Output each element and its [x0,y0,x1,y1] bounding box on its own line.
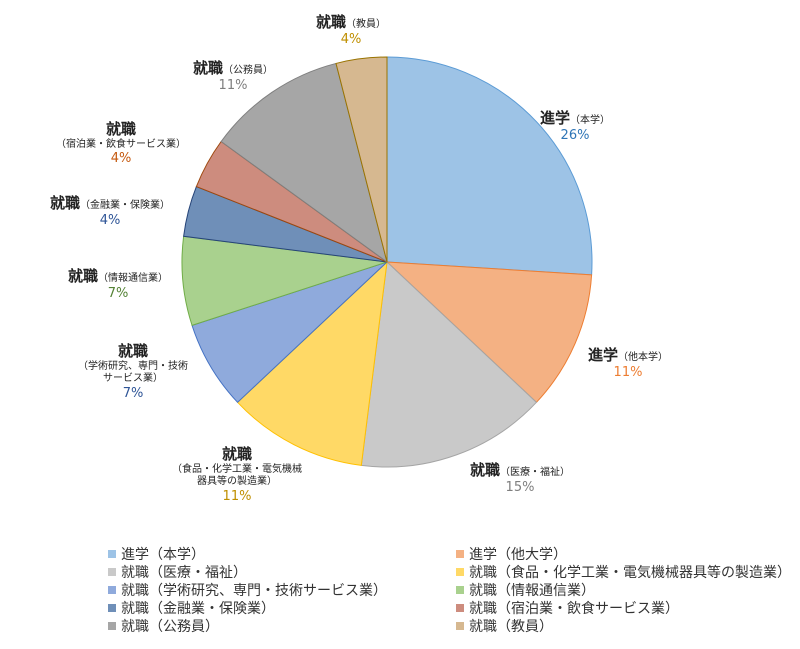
pie-slice-3 [236,260,388,466]
legend-swatch [108,586,116,594]
legend-item: 就職（公務員） [108,616,219,636]
pie-slice-2 [360,260,538,468]
label-shushoku-kyoin: 就職（教員） 4% [316,13,387,47]
legend-swatch [108,550,116,558]
legend-swatch [456,568,464,576]
legend-swatch [108,604,116,612]
legend-item: 進学（本学） [108,544,205,564]
label-shushoku-gakujutsu: 就職 （学術研究、専門・技術 サービス業） 7% [78,342,188,401]
legend-item: 就職（情報通信業） [456,580,595,600]
label-shushoku-seizo: 就職 （食品・化学工業・電気機械 器具等の製造業） 11% [172,445,302,504]
legend-swatch [108,622,116,630]
legend-item: 就職（学術研究、専門・技術サービス業） [108,580,387,600]
legend-item: 就職（教員） [456,616,553,636]
pie-slice-0 [386,56,593,276]
pie-slices [181,56,593,468]
pie-slice-8 [220,62,388,264]
legend-swatch [456,586,464,594]
label-shushoku-iryo: 就職（医療・福祉） 15% [470,461,571,495]
pie-slice-9 [335,56,388,263]
legend-swatch [456,622,464,630]
legend-swatch [108,568,116,576]
legend-item: 就職（金融業・保険業） [108,598,275,618]
label-shushoku-joho: 就職（情報通信業） 7% [68,267,169,301]
label-shushoku-kinyu: 就職（金融業・保険業） 4% [50,194,171,228]
legend-item: 進学（他大学） [456,544,567,564]
legend-item: 就職（宿泊業・飲食サービス業） [456,598,679,618]
pie-slice-1 [385,261,593,404]
legend-swatch [456,550,464,558]
legend-item: 就職（医療・福祉） [108,562,247,582]
label-shingaku-hongaku: 進学（本学） 26% [540,109,611,143]
legend-swatch [456,604,464,612]
label-shushoku-komuin: 就職（公務員） 11% [193,59,274,93]
label-shingaku-tadaigaku: 進学（他本学） 11% [588,346,669,380]
label-shushoku-shukuhaku: 就職 （宿泊業・飲食サービス業） 4% [56,120,186,167]
legend-item: 就職（食品・化学工業・電気機械器具等の製造業） [456,562,791,582]
